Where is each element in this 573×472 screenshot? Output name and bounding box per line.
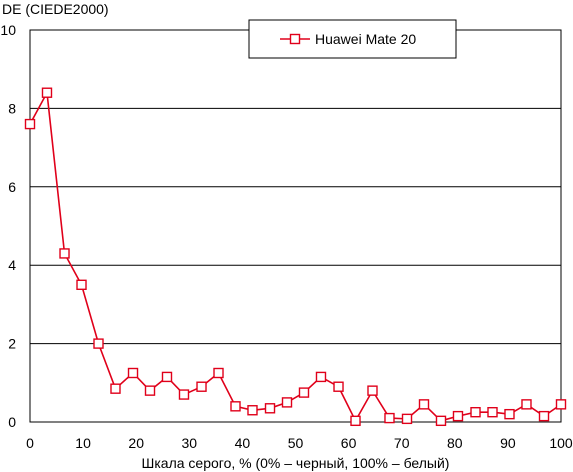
data-point xyxy=(401,413,413,425)
x-tick-label: 90 xyxy=(500,435,516,451)
data-point xyxy=(24,118,36,130)
data-point xyxy=(213,367,224,379)
x-tick-label: 60 xyxy=(341,435,357,451)
data-point xyxy=(470,407,481,418)
data-point xyxy=(298,387,310,398)
x-tick-label: 70 xyxy=(394,435,410,451)
data-point xyxy=(350,415,361,427)
data-point xyxy=(230,401,241,412)
data-point xyxy=(452,410,464,422)
x-axis-label: Шкала серого, % (0% – черный, 100% – бел… xyxy=(142,455,450,471)
data-point xyxy=(538,410,550,422)
data-point xyxy=(178,389,190,400)
data-point xyxy=(127,367,139,379)
plot-frame xyxy=(29,29,562,423)
series-group xyxy=(24,87,567,427)
legend-marker xyxy=(289,33,301,45)
data-point xyxy=(333,381,344,392)
data-point xyxy=(144,385,156,396)
x-tick-label: 0 xyxy=(26,435,34,451)
data-point xyxy=(110,383,121,394)
data-point xyxy=(384,412,395,424)
data-point xyxy=(264,403,276,414)
data-point xyxy=(367,385,378,396)
data-point xyxy=(161,371,173,383)
data-point xyxy=(196,381,207,392)
x-tick-label: 30 xyxy=(182,435,198,451)
data-point xyxy=(435,415,447,427)
data-point xyxy=(59,248,70,259)
x-tick-label: 20 xyxy=(128,435,144,451)
legend: Huawei Mate 20 xyxy=(248,19,457,59)
x-tick-label: 100 xyxy=(549,435,573,451)
data-point xyxy=(281,397,293,408)
y-tick-label: 4 xyxy=(8,257,16,273)
data-point xyxy=(555,399,567,410)
y-tick-label: 2 xyxy=(8,336,16,352)
y-axis-label: DE (CIEDE2000) xyxy=(2,1,109,17)
data-point xyxy=(521,399,532,410)
grid-lines xyxy=(30,107,561,345)
y-tick-label: 6 xyxy=(8,179,16,195)
data-point xyxy=(418,399,430,410)
x-tick-label: 40 xyxy=(235,435,251,451)
data-point xyxy=(93,338,104,349)
data-point xyxy=(247,405,258,416)
data-point xyxy=(76,279,87,290)
x-tick-label: 80 xyxy=(447,435,463,451)
x-tick-label: 10 xyxy=(75,435,91,451)
y-tick-label: 0 xyxy=(8,414,16,430)
data-point xyxy=(41,87,53,98)
y-tick-label: 10 xyxy=(0,22,16,38)
x-tick-label: 50 xyxy=(288,435,304,451)
series-line xyxy=(29,90,562,423)
x-tick-labels: 0 10 20 30 40 50 60 70 80 90 100 xyxy=(26,435,573,451)
data-point xyxy=(487,407,498,418)
data-point xyxy=(315,371,327,383)
y-tick-labels: 0 2 4 6 8 10 xyxy=(0,22,16,430)
y-tick-label: 8 xyxy=(8,100,16,116)
legend-label: Huawei Mate 20 xyxy=(315,31,416,47)
data-point xyxy=(504,408,515,420)
